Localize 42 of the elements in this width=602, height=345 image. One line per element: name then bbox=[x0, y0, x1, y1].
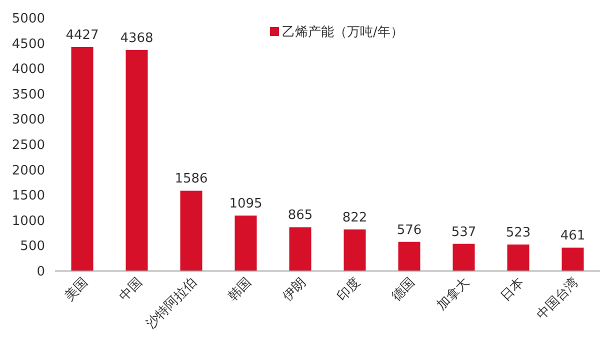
data-label: 576 bbox=[396, 222, 422, 238]
bar bbox=[452, 244, 475, 271]
x-tick-label: 美国 bbox=[61, 274, 92, 304]
y-tick-label: 500 bbox=[20, 239, 45, 254]
y-tick-label: 1500 bbox=[12, 188, 45, 204]
x-tick-label: 韩国 bbox=[226, 275, 255, 304]
data-label: 461 bbox=[560, 228, 586, 244]
x-tick-label: 加拿大 bbox=[434, 275, 473, 314]
data-label: 865 bbox=[288, 208, 313, 224]
data-label: 1095 bbox=[229, 196, 262, 212]
y-tick-label: 3000 bbox=[12, 112, 45, 128]
bar bbox=[289, 227, 312, 271]
bar bbox=[507, 244, 530, 271]
y-tick-label: 4000 bbox=[12, 62, 45, 78]
bar bbox=[398, 242, 420, 271]
y-tick-label: 2500 bbox=[12, 138, 45, 153]
y-tick-label: 3500 bbox=[12, 87, 45, 102]
x-tick-label: 伊朗 bbox=[279, 274, 310, 304]
y-tick-label: 5000 bbox=[12, 12, 45, 26]
bar bbox=[180, 190, 202, 271]
x-tick-label: 德国 bbox=[389, 275, 418, 304]
x-tick-label: 中国台湾 bbox=[533, 274, 582, 323]
bar bbox=[234, 216, 257, 271]
x-tick-label: 中国 bbox=[116, 275, 146, 304]
bar bbox=[562, 248, 584, 271]
x-tick-label: 沙特阿拉伯 bbox=[144, 275, 200, 332]
data-label: 1586 bbox=[174, 172, 208, 187]
y-tick-label: 1000 bbox=[12, 214, 45, 229]
bar bbox=[126, 50, 148, 271]
y-tick-label: 4500 bbox=[12, 36, 45, 52]
y-tick-label: 0 bbox=[36, 264, 45, 280]
bar bbox=[71, 46, 94, 271]
bar bbox=[344, 229, 366, 271]
data-label: 523 bbox=[506, 226, 531, 241]
data-label: 4368 bbox=[120, 30, 154, 46]
data-label: 4427 bbox=[66, 28, 99, 43]
x-tick-label: 日本 bbox=[498, 275, 528, 304]
data-label: 822 bbox=[342, 210, 368, 226]
x-tick-label: 印度 bbox=[334, 274, 364, 304]
y-tick-label: 2000 bbox=[12, 163, 45, 178]
data-label: 537 bbox=[451, 224, 476, 240]
legend-label: 乙烯产能（万吨/年） bbox=[282, 25, 404, 40]
